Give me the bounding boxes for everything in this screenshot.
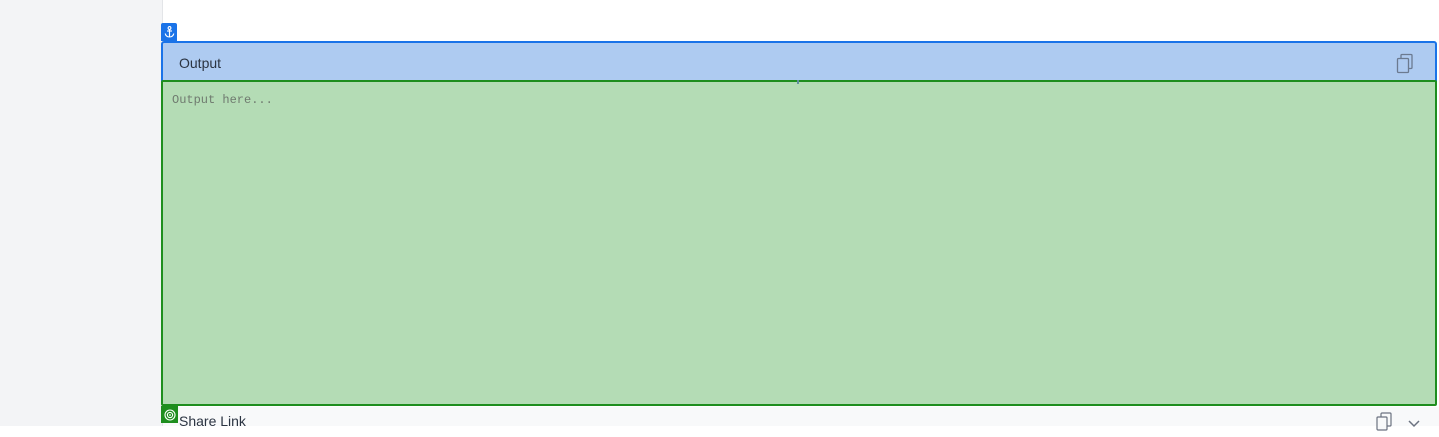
- output-panel-header: Output: [161, 41, 1437, 85]
- copy-icon: [1396, 53, 1413, 74]
- copy-output-button[interactable]: [1395, 53, 1415, 75]
- left-sidebar: [0, 0, 163, 426]
- anchor-icon: [161, 23, 177, 41]
- output-textarea[interactable]: [163, 82, 1435, 404]
- copy-share-link-button[interactable]: [1375, 412, 1393, 432]
- output-panel-title: Output: [179, 55, 222, 71]
- chevron-down-icon: [1408, 420, 1420, 428]
- expand-share-link-button[interactable]: [1407, 416, 1421, 428]
- share-link-row[interactable]: Share Link: [163, 407, 1439, 431]
- output-container: [161, 80, 1437, 406]
- copy-icon: [1376, 412, 1392, 431]
- target-icon: [161, 406, 178, 423]
- share-link-title: Share Link: [179, 413, 246, 429]
- splitter-handle[interactable]: [797, 80, 799, 84]
